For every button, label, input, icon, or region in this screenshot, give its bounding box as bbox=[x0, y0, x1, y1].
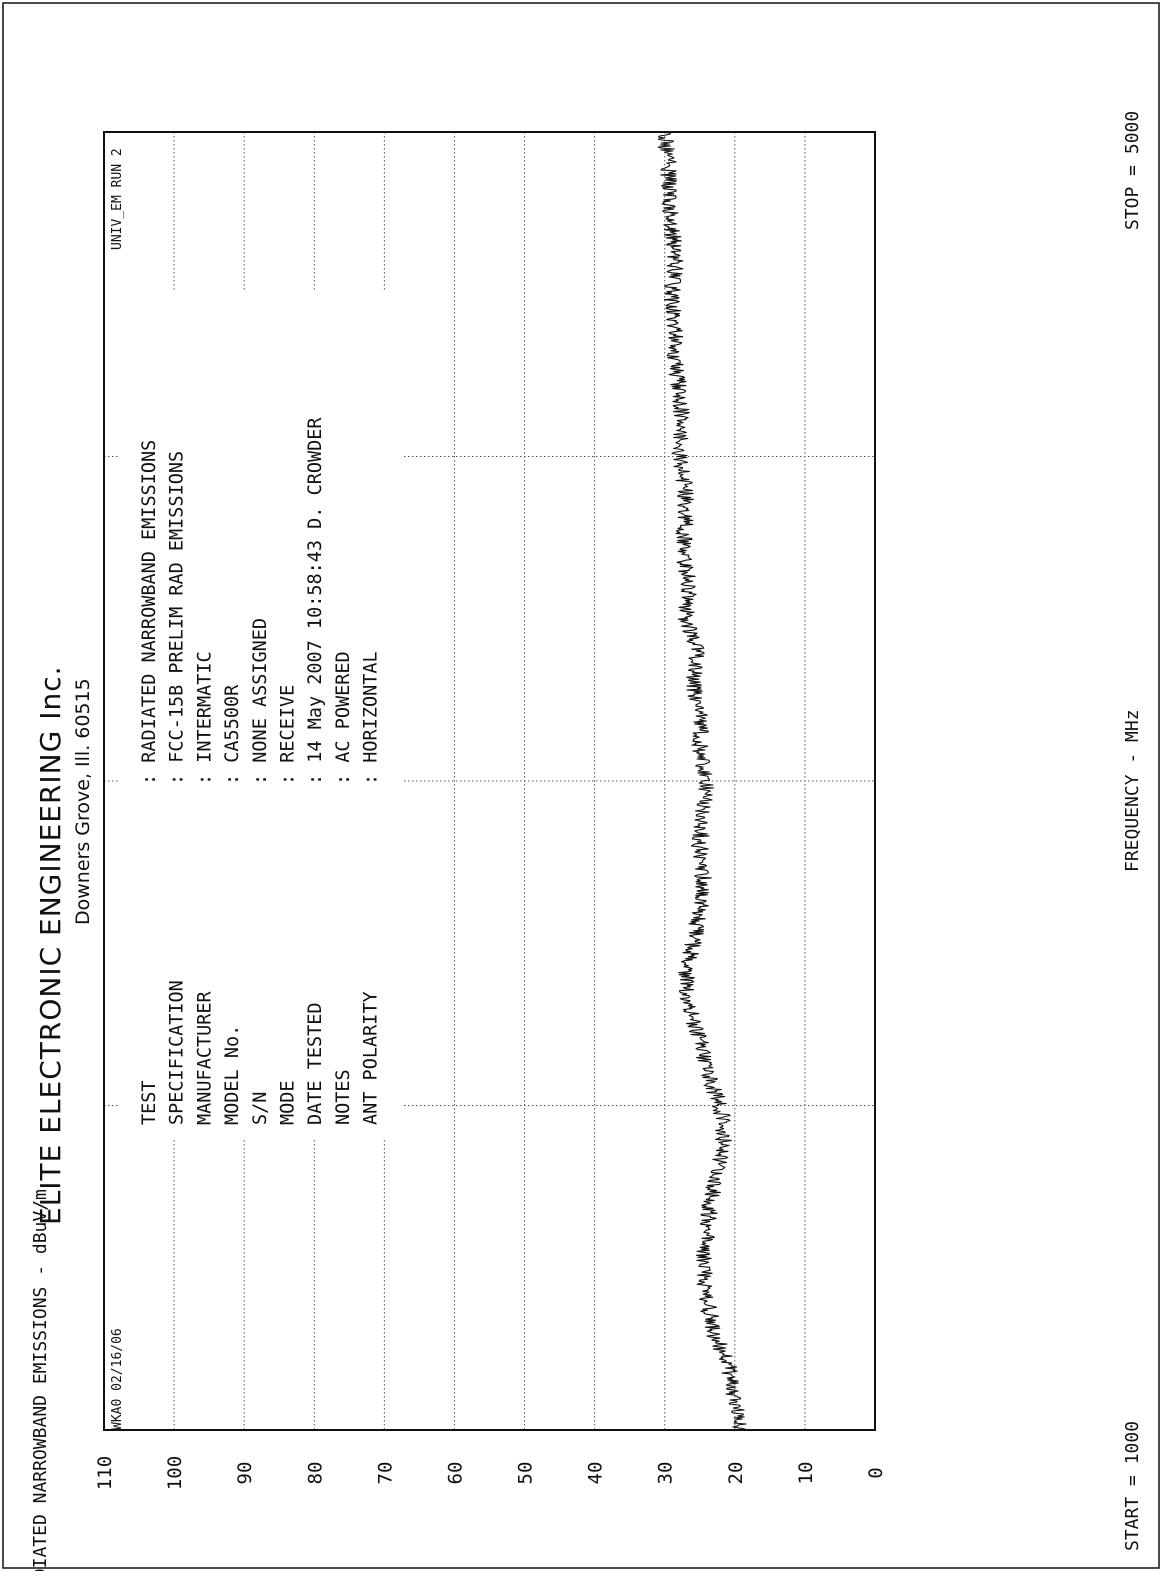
info-value: : RECEIVE bbox=[278, 685, 299, 785]
y-tick-label: 0 bbox=[865, 1467, 887, 1478]
info-value: : RADIATED NARROWBAND EMISSIONS bbox=[139, 440, 160, 785]
y-tick-label: 80 bbox=[304, 1462, 326, 1485]
start-label: START = 1000 bbox=[1122, 1421, 1143, 1551]
plot-area bbox=[103, 131, 876, 1431]
y-tick-label: 60 bbox=[444, 1462, 466, 1485]
y-tick-labels: 0 10 20 30 40 50 60 70 80 90 100 110 bbox=[94, 1456, 887, 1490]
y-tick-label: 70 bbox=[374, 1462, 396, 1485]
info-key: DATE TESTED bbox=[305, 1002, 326, 1125]
job-label: WKA0 02/16/06 bbox=[110, 1328, 125, 1430]
y-axis-title: RADIATED NARROWBAND EMISSIONS - dBuV/m bbox=[30, 1189, 51, 1571]
stop-label: STOP = 5000 bbox=[1122, 111, 1143, 230]
emissions-trace bbox=[657, 131, 747, 1431]
y-tick-label: 90 bbox=[234, 1462, 256, 1485]
info-value: : HORIZONTAL bbox=[361, 651, 382, 785]
info-value: : CA5500R bbox=[222, 684, 243, 785]
y-tick-label: 110 bbox=[94, 1456, 116, 1490]
info-keys: TEST SPECIFICATION MANUFACTURER MODEL No. S/… bbox=[139, 980, 382, 1125]
run-label: UNIV_EM RUN 2 bbox=[110, 148, 125, 250]
y-tick-label: 20 bbox=[725, 1462, 747, 1485]
info-block-background bbox=[120, 290, 402, 1140]
info-value: : FCC-15B PRELIM RAD EMISSIONS bbox=[167, 451, 188, 785]
info-value: : INTERMATIC bbox=[194, 651, 215, 785]
info-key: ANT POLARITY bbox=[361, 991, 382, 1125]
y-tick-label: 50 bbox=[515, 1462, 537, 1485]
y-tick-label: 100 bbox=[164, 1456, 186, 1490]
info-key: S/N bbox=[250, 1092, 271, 1125]
info-key: MANUFACTURER bbox=[194, 990, 215, 1125]
y-tick-label: 10 bbox=[795, 1462, 817, 1485]
y-tick-label: 30 bbox=[655, 1462, 677, 1485]
info-key: MODEL No. bbox=[222, 1025, 243, 1125]
info-key: MODE bbox=[278, 1080, 299, 1125]
x-axis-title: FREQUENCY - MHz bbox=[1122, 709, 1143, 872]
info-value: : NONE ASSIGNED bbox=[250, 618, 271, 785]
info-value: : AC POWERED bbox=[333, 651, 354, 785]
y-tick-label: 40 bbox=[585, 1462, 607, 1485]
info-value: : 14 May 2007 10:58:43 D. CROWDER bbox=[305, 417, 326, 785]
info-key: TEST bbox=[139, 1080, 160, 1125]
company-address: Downers Grove, Ill. 60515 bbox=[72, 678, 94, 925]
company-title: ELITE ELECTRONIC ENGINEERING Inc. bbox=[34, 665, 67, 1225]
info-values: : RADIATED NARROWBAND EMISSIONS : FCC-15B… bbox=[139, 417, 382, 785]
info-key: SPECIFICATION bbox=[167, 980, 188, 1125]
info-key: NOTES bbox=[333, 1069, 354, 1125]
